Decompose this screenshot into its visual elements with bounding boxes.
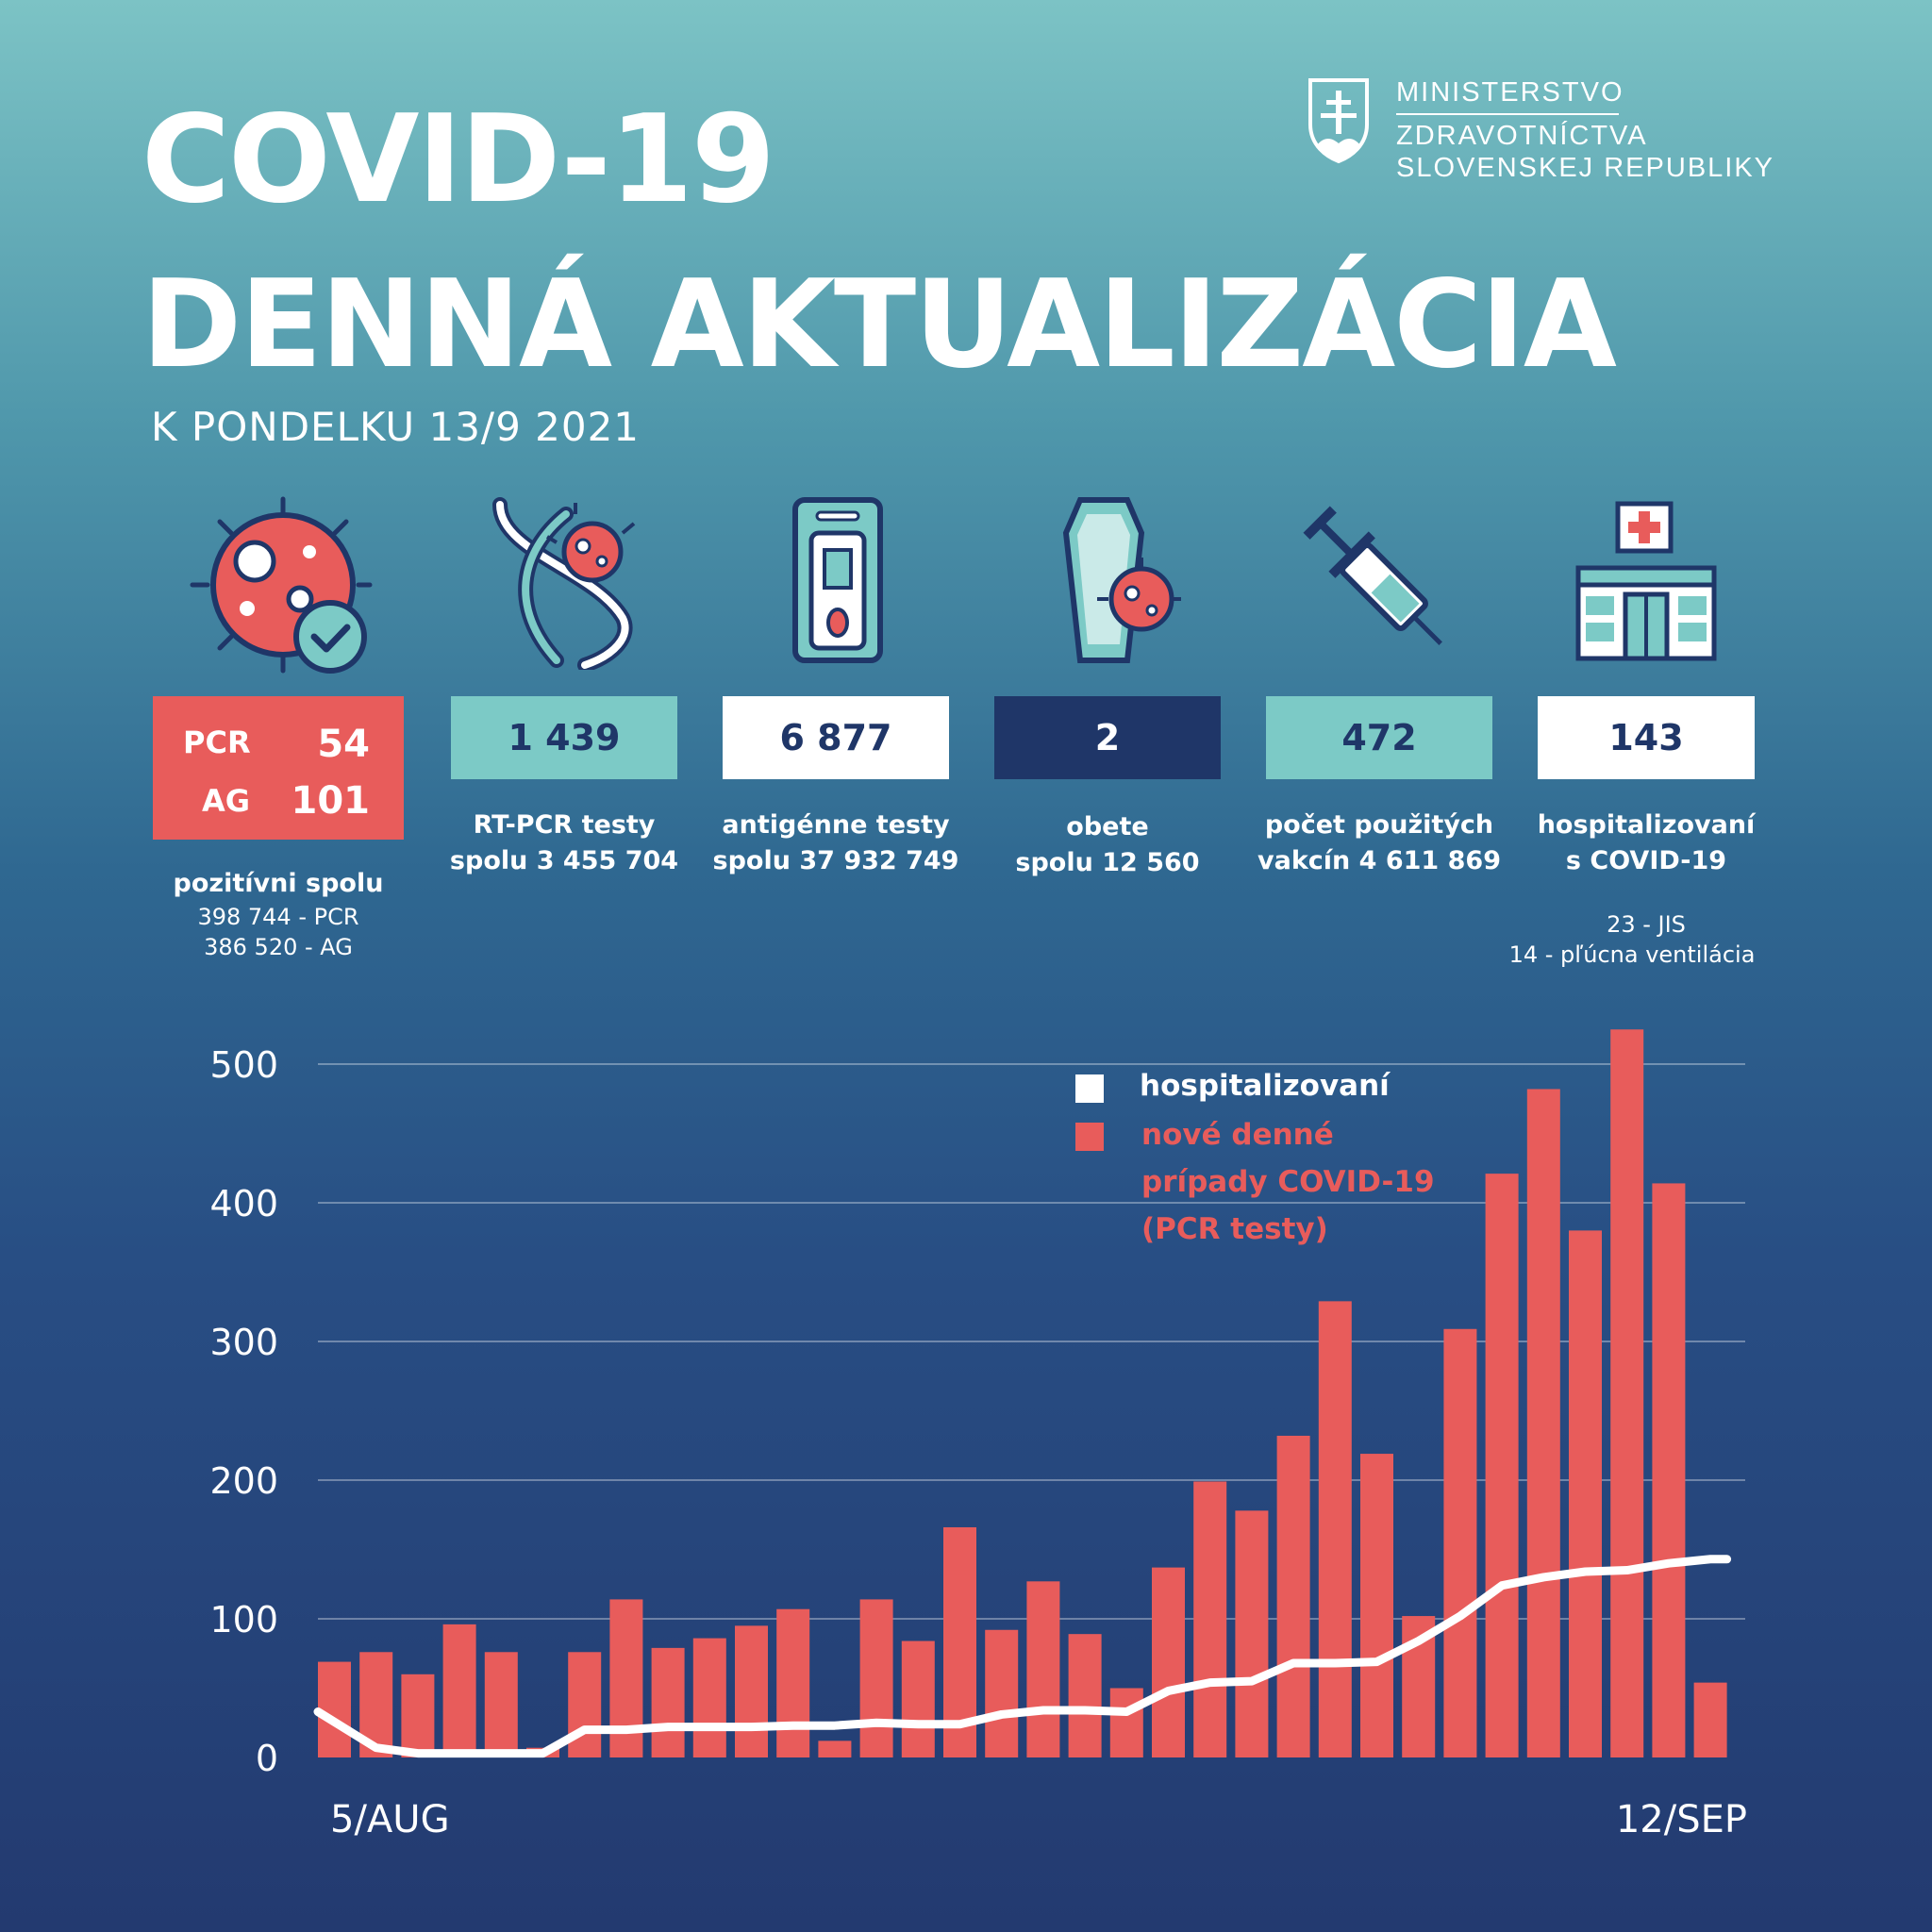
positive-caption: pozitívni spolu: [173, 869, 384, 898]
bar-cases: [484, 1652, 518, 1757]
bar-cases: [859, 1599, 893, 1757]
bar-cases: [318, 1661, 351, 1757]
antigen-caption: antigénne testy: [722, 810, 950, 840]
pcr-value: 54: [317, 723, 370, 766]
bar-cases: [692, 1638, 726, 1757]
deaths-value: 2: [994, 696, 1221, 779]
bar-cases: [651, 1647, 685, 1757]
bar-cases: [1485, 1174, 1519, 1757]
y-tick-label: 0: [256, 1738, 278, 1779]
bar-cases: [568, 1652, 602, 1757]
bar-cases: [1193, 1481, 1227, 1757]
bar-cases: [1235, 1510, 1269, 1757]
bar-cases: [985, 1629, 1019, 1757]
bar-cases: [442, 1624, 476, 1757]
title-covid: COVID-19: [142, 90, 775, 230]
title-daily-update: DENNÁ AKTUALIZÁCIA: [142, 255, 1617, 395]
positive-tile: PCR 54 AG 101: [153, 696, 404, 840]
bar-cases: [1569, 1230, 1602, 1757]
legend-cases-line1: nové denné: [1141, 1118, 1334, 1152]
bar-cases: [776, 1608, 810, 1757]
y-tick-label: 400: [209, 1183, 278, 1224]
x-end-label: 12/SEP: [1616, 1798, 1747, 1841]
legend-cases-line3: (PCR testy): [1141, 1212, 1328, 1246]
bar-cases: [401, 1674, 435, 1757]
bar-cases: [1360, 1454, 1393, 1757]
deaths-caption: obete: [1066, 812, 1149, 841]
ministry-line2: ZDRAVOTNÍCTVA: [1396, 121, 1648, 151]
x-start-label: 5/AUG: [330, 1798, 450, 1841]
hospital-icu: 23 - JIS: [1607, 911, 1686, 938]
rtpcr-caption: RT-PCR testy: [473, 810, 656, 840]
line-hospitalized: [313, 1555, 1732, 1758]
vaccines-value: 472: [1266, 696, 1492, 779]
virus-icon: [190, 496, 373, 674]
bar-cases: [1652, 1183, 1686, 1757]
bar-cases: [1068, 1634, 1102, 1757]
bar-cases: [1026, 1581, 1060, 1757]
antigen-value: 6 877: [723, 696, 949, 779]
legend-swatch-cases: [1075, 1123, 1104, 1151]
deaths-total: spolu 12 560: [1015, 848, 1200, 877]
ag-label: AG: [202, 783, 251, 819]
dna-virus-icon: [492, 497, 636, 670]
ministry-line1: MINISTERSTVO: [1396, 77, 1624, 108]
positive-ag-total: 386 520 - AG: [204, 934, 353, 960]
hospital-caption: hospitalizovaní: [1537, 810, 1756, 840]
hospital-ventilation: 14 - pľúcna ventilácia: [1508, 941, 1756, 968]
legend-cases-line2: prípady COVID-19: [1141, 1165, 1435, 1199]
bar-cases: [1152, 1567, 1185, 1757]
bar-cases: [818, 1740, 852, 1757]
vaccines-total: vakcín 4 611 869: [1257, 846, 1501, 875]
bar-cases: [1318, 1301, 1352, 1757]
antigen-test-icon: [792, 497, 883, 663]
legend-swatch-hospital: [1075, 1074, 1104, 1103]
bar-cases: [735, 1625, 768, 1757]
ministry-divider: [1396, 113, 1619, 115]
hospital-value: 143: [1538, 696, 1755, 779]
coat-of-arms-icon: [1308, 78, 1369, 164]
y-tick-label: 200: [209, 1460, 278, 1502]
bar-cases: [1693, 1682, 1727, 1757]
report-date: K PONDELKU 13/9 2021: [151, 404, 641, 450]
antigen-total: spolu 37 932 749: [712, 846, 959, 875]
legend-hospital: hospitalizovaní: [1140, 1069, 1390, 1103]
bar-cases: [1526, 1089, 1560, 1757]
ag-value: 101: [291, 779, 371, 823]
pcr-label: PCR: [183, 724, 251, 760]
bar-cases: [1109, 1688, 1143, 1757]
y-tick-label: 500: [209, 1044, 278, 1086]
rtpcr-total: spolu 3 455 704: [449, 846, 679, 875]
bar-cases: [1443, 1328, 1477, 1757]
syringe-icon: [1303, 506, 1442, 645]
ministry-line3: SLOVENSKEJ REPUBLIKY: [1396, 153, 1775, 183]
hospital-icon: [1575, 501, 1717, 661]
bar-cases: [901, 1641, 935, 1757]
rtpcr-value: 1 439: [451, 696, 677, 779]
y-tick-label: 100: [209, 1599, 278, 1641]
hospital-caption2: s COVID-19: [1565, 846, 1727, 875]
bar-cases: [1276, 1435, 1310, 1757]
positive-pcr-total: 398 744 - PCR: [197, 904, 359, 930]
coffin-virus-icon: [1062, 497, 1181, 663]
bar-cases: [1610, 1029, 1644, 1757]
y-tick-label: 300: [209, 1322, 278, 1363]
vaccines-caption: počet použitých: [1264, 810, 1494, 840]
